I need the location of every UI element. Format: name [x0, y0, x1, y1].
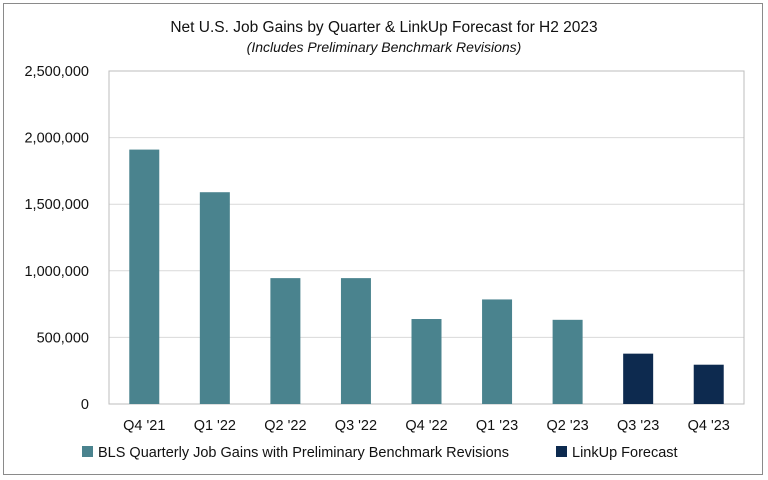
y-axis: 0 500,000 1,000,000 1,500,000 2,000,000 2,500…	[24, 64, 89, 413]
legend-label-linkup: LinkUp Forecast	[572, 445, 678, 461]
legend-label-bls: BLS Quarterly Job Gains with Preliminary…	[98, 445, 509, 461]
x-tick-label: Q4 '23	[688, 418, 730, 434]
bar-q1-22	[199, 192, 230, 404]
x-tick-label: Q1 '23	[476, 418, 518, 434]
chart-title: Net U.S. Job Gains by Quarter & LinkUp F…	[170, 19, 597, 36]
chart-subtitle: (Includes Preliminary Benchmark Revision…	[247, 39, 522, 55]
bar-q1-23	[482, 299, 513, 404]
x-tick-label: Q4 '22	[405, 418, 447, 434]
bar-q2-23	[552, 319, 583, 404]
x-tick-label: Q4 '21	[123, 418, 165, 434]
y-tick-label: 2,500,000	[24, 64, 89, 80]
y-tick-label: 1,000,000	[24, 264, 89, 280]
bar-q4-23	[693, 364, 724, 404]
y-tick-label: 1,500,000	[24, 197, 89, 213]
bar-q2-22	[270, 278, 301, 404]
bar-q3-22	[340, 278, 371, 404]
y-tick-label: 0	[81, 397, 89, 413]
x-tick-label: Q1 '22	[194, 418, 236, 434]
legend-swatch-bls	[82, 446, 93, 457]
x-tick-label: Q2 '23	[546, 418, 588, 434]
x-axis: Q4 '21 Q1 '22 Q2 '22 Q3 '22 Q4 '22 Q1 '23 Q2 '…	[123, 418, 730, 434]
x-tick-label: Q3 '23	[617, 418, 659, 434]
y-tick-label: 500,000	[37, 330, 89, 346]
x-tick-label: Q3 '22	[335, 418, 377, 434]
bar-q4-21	[129, 149, 160, 404]
bars	[129, 149, 724, 404]
x-tick-label: Q2 '22	[264, 418, 306, 434]
legend: BLS Quarterly Job Gains with Preliminary…	[82, 445, 678, 461]
y-tick-label: 2,000,000	[24, 131, 89, 147]
legend-swatch-linkup	[556, 446, 567, 457]
bar-q3-23	[623, 353, 654, 404]
bar-q4-22	[411, 319, 442, 404]
